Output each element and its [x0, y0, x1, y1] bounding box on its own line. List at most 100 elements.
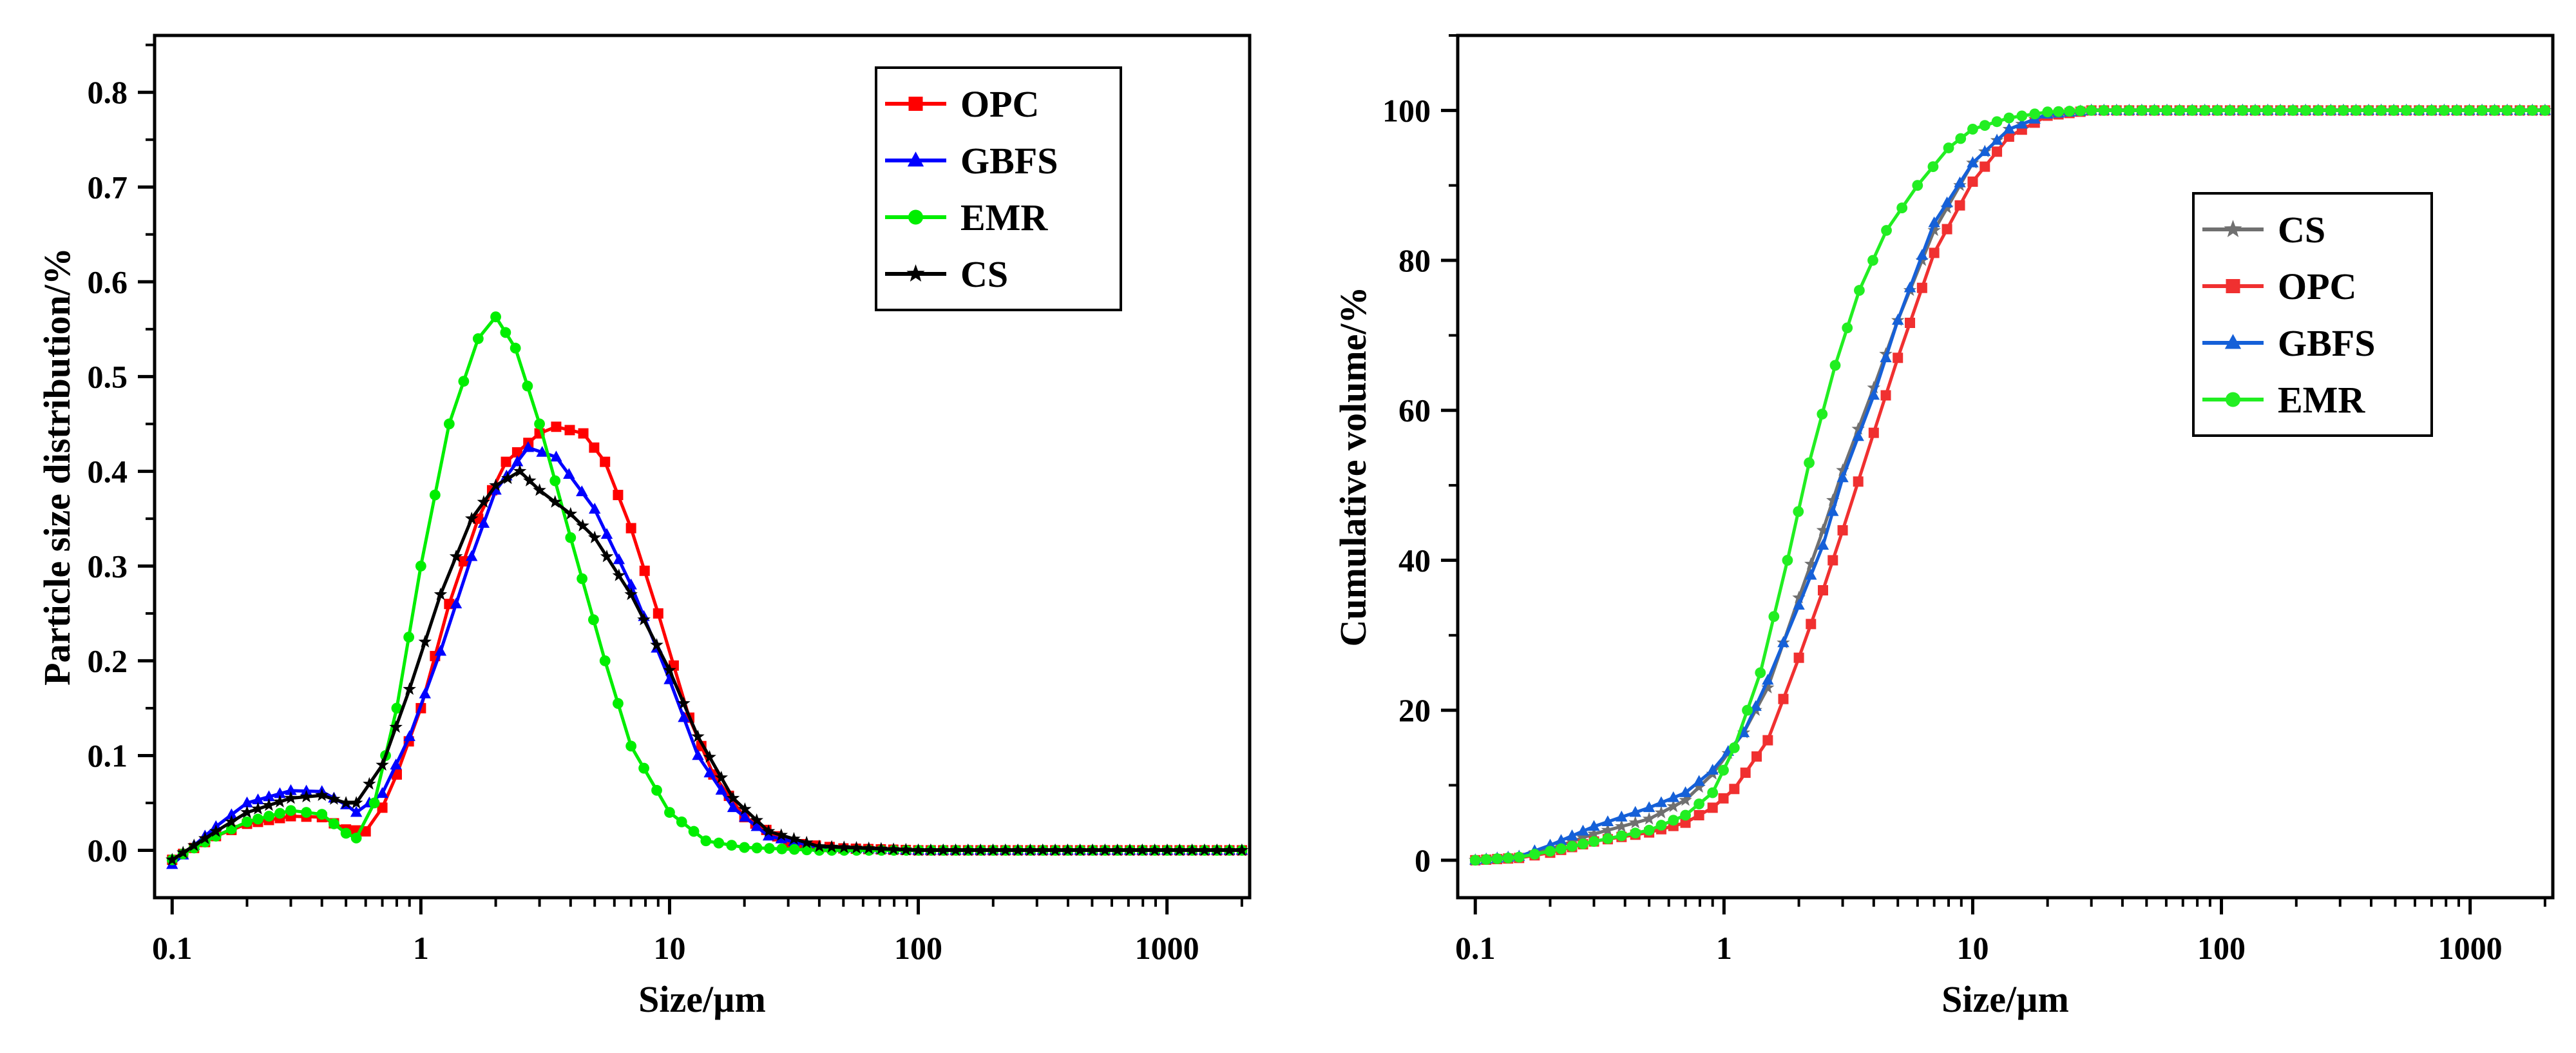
psd-series-cs — [166, 464, 1249, 865]
cumulative-legend: CS OPC GBFS EMR — [2192, 192, 2433, 437]
psd-point-emr — [368, 797, 380, 809]
psd-point-cs — [489, 478, 502, 492]
cumulative-chart: 0.1 1 10 100 1000 0 20 40 60 80 100 Size/µm Cumula… — [1332, 34, 2555, 1020]
cumulative-point-gbfs — [1629, 806, 1641, 817]
cumulative-point-opc — [1740, 768, 1751, 778]
psd-point-emr — [285, 805, 296, 816]
cumulative-point-cs — [1761, 681, 1775, 693]
cumulative-point-emr — [2501, 104, 2513, 116]
psd-point-cs — [262, 798, 276, 811]
cumulative-point-gbfs — [1827, 505, 1839, 516]
psd-point-opc — [613, 490, 624, 501]
psd-point-emr — [458, 376, 470, 387]
cumulative-point-emr — [1491, 853, 1503, 864]
cumulative-point-emr — [1979, 120, 1990, 131]
cumulative-point-cs — [1601, 823, 1615, 836]
psd-plot-layer — [166, 311, 1249, 869]
psd-point-cs — [862, 841, 875, 855]
cumulative-point-gbfs — [1667, 791, 1679, 802]
cumulative-y-tick-label: 20 — [1398, 692, 1431, 728]
psd-point-gbfs — [434, 644, 447, 656]
psd-point-gbfs — [465, 550, 478, 561]
psd-point-gbfs — [589, 503, 601, 514]
cumulative-point-cs — [1927, 223, 1941, 237]
cumulative-point-emr — [1728, 742, 1740, 753]
psd-point-cs — [576, 519, 589, 532]
cumulative-point-gbfs — [1777, 636, 1789, 648]
cumulative-point-cs — [1576, 831, 1590, 844]
psd-point-cs — [300, 789, 313, 803]
cumulative-point-emr — [2262, 104, 2273, 116]
cumulative-point-emr — [2003, 112, 2015, 124]
psd-point-emr — [403, 632, 415, 643]
psd-x-axis-label: Size/µm — [638, 978, 766, 1020]
psd-legend-marker-gbfs — [907, 151, 924, 167]
cumulative-point-opc — [2003, 131, 2014, 142]
psd-point-opc — [511, 447, 522, 458]
psd-y-tick-label: 0.3 — [88, 548, 128, 584]
cumulative-legend-marker-opc — [2226, 279, 2240, 293]
psd-point-gbfs — [252, 793, 264, 804]
cumulative-point-emr — [2211, 104, 2223, 116]
cumulative-point-emr — [1881, 225, 1892, 236]
psd-point-gbfs — [576, 485, 588, 497]
cumulative-point-opc — [1893, 353, 1903, 363]
cumulative-point-emr — [2224, 104, 2236, 116]
cumulative-point-gbfs — [1655, 796, 1668, 807]
psd-legend-label-opc: OPC — [960, 83, 1039, 125]
psd-x-tick-label: 1000 — [1135, 930, 1199, 966]
psd-point-gbfs — [536, 445, 548, 457]
psd-point-gbfs — [727, 801, 739, 813]
psd-point-emr — [700, 835, 712, 847]
cumulative-point-opc — [1980, 161, 1990, 172]
psd-point-cs — [986, 843, 1000, 856]
psd-point-emr — [638, 762, 649, 774]
cumulative-point-gbfs — [1941, 196, 1953, 208]
cumulative-point-emr — [1896, 202, 1908, 213]
cumulative-point-opc — [1905, 318, 1916, 328]
psd-legend: OPC GBFS EMR CS — [875, 66, 1122, 311]
cumulative-point-emr — [2413, 104, 2425, 116]
psd-point-cs — [750, 813, 763, 826]
cumulative-point-emr — [2526, 104, 2538, 116]
cumulative-point-opc — [1693, 810, 1704, 821]
psd-point-opc — [578, 428, 589, 439]
cumulative-point-emr — [2053, 106, 2065, 117]
cumulative-point-cs — [1826, 493, 1840, 507]
psd-point-cs — [837, 840, 851, 853]
cumulative-point-opc — [1817, 584, 1828, 595]
psd-point-emr — [565, 532, 577, 543]
psd-point-cs — [663, 663, 676, 676]
psd-legend-label-emr: EMR — [960, 197, 1048, 238]
psd-point-emr — [801, 844, 812, 856]
psd-point-cs — [1036, 843, 1049, 856]
cumulative-point-gbfs — [1867, 389, 1880, 400]
psd-point-cs — [1073, 843, 1087, 856]
psd-point-gbfs — [600, 528, 613, 539]
cumulative-point-emr — [1829, 360, 1841, 371]
cumulative-y-tick-label: 100 — [1382, 92, 1431, 128]
cumulative-point-opc — [1954, 200, 1965, 211]
cumulative-series-emr — [1469, 104, 2551, 866]
cumulative-point-emr — [1842, 322, 1853, 334]
psd-point-cs — [389, 720, 403, 733]
cumulative-point-emr — [1991, 116, 2003, 128]
cumulative-point-opc — [1929, 247, 1940, 258]
psd-point-gbfs — [522, 441, 535, 452]
cumulative-x-tick-label: 1000 — [2438, 930, 2503, 966]
psd-point-cs — [449, 549, 463, 563]
psd-point-cs — [600, 549, 614, 563]
cumulative-point-gbfs — [1852, 430, 1864, 441]
cumulative-point-emr — [2064, 106, 2075, 117]
cumulative-point-emr — [1502, 852, 1514, 864]
psd-point-gbfs — [663, 673, 676, 684]
cumulative-legend-marker-emr — [2225, 392, 2241, 407]
cumulative-point-emr — [2376, 104, 2387, 116]
psd-point-gbfs — [477, 517, 490, 528]
cumulative-point-emr — [2351, 104, 2361, 116]
psd-point-emr — [490, 311, 501, 323]
psd-point-emr — [350, 832, 362, 844]
cumulative-legend-marker-gbfs — [2224, 334, 2242, 349]
psd-point-emr — [274, 807, 285, 819]
psd-point-gbfs — [450, 597, 463, 608]
